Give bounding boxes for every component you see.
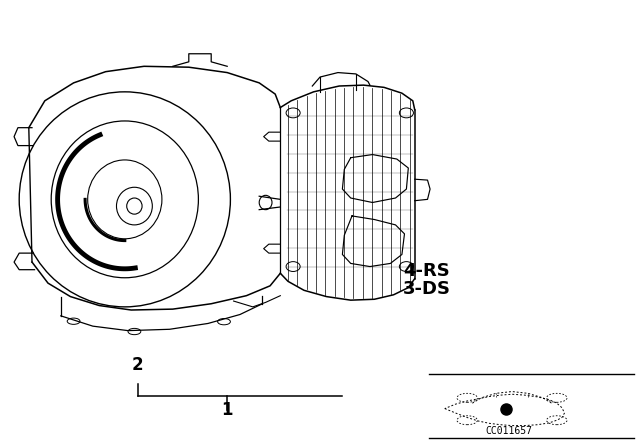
Text: 3-DS: 3-DS [403, 280, 451, 298]
Text: 2: 2 [132, 356, 143, 374]
Text: CC011657: CC011657 [485, 426, 532, 436]
Text: 4-RS: 4-RS [403, 262, 450, 280]
Text: 1: 1 [221, 401, 233, 419]
Ellipse shape [127, 198, 142, 214]
